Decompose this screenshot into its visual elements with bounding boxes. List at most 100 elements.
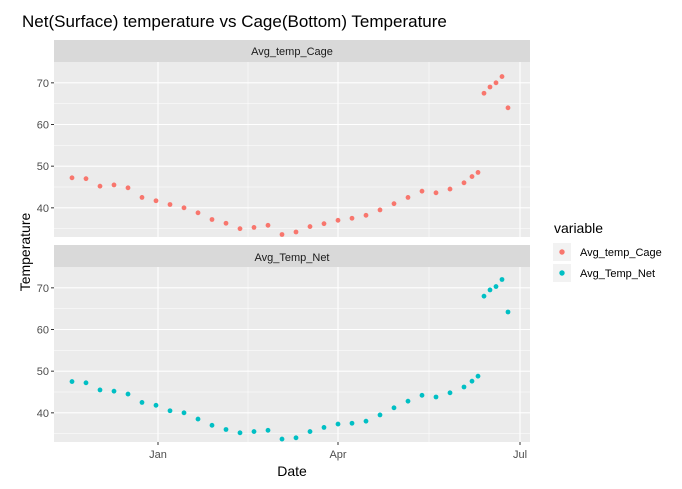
data-point (125, 391, 131, 397)
chart-title: Net(Surface) temperature vs Cage(Bottom)… (22, 12, 447, 31)
facet-y-ticks-2: 40 50 60 70 (37, 283, 54, 420)
data-point (433, 190, 439, 196)
facet-grid-1 (54, 62, 530, 237)
data-point (391, 201, 397, 207)
data-point (279, 232, 285, 237)
data-point (181, 205, 187, 211)
data-point (469, 378, 475, 384)
data-point (153, 402, 159, 408)
y-axis-title: Temperature (17, 212, 33, 291)
legend-title: variable (554, 220, 603, 236)
data-point (181, 410, 187, 416)
facet-y-ticks-1: 40 50 60 70 (37, 78, 54, 215)
data-point (433, 394, 439, 400)
data-point (475, 170, 481, 175)
data-point (493, 80, 499, 86)
data-point (153, 198, 159, 204)
data-point (167, 408, 173, 414)
data-point (505, 309, 511, 315)
x-tick-label: Jul (513, 449, 527, 461)
facet-points-2 (69, 277, 511, 442)
y-tick-label: 60 (37, 325, 49, 337)
data-point (139, 400, 145, 405)
data-point (505, 105, 511, 111)
data-point (195, 210, 201, 216)
data-point (251, 429, 257, 434)
legend-key-cage (559, 249, 565, 255)
data-point (125, 185, 131, 191)
data-point (223, 427, 229, 432)
data-point (405, 398, 411, 404)
facet-points-1 (69, 74, 511, 237)
data-point (195, 416, 201, 422)
data-point (209, 422, 215, 428)
y-tick-label: 70 (37, 283, 49, 295)
data-point (83, 380, 89, 386)
facet-panel-2 (54, 267, 530, 442)
x-axis-title: Date (277, 463, 307, 479)
legend-label-cage: Avg_temp_Cage (580, 247, 662, 259)
legend-label-net: Avg_Temp_Net (580, 268, 655, 280)
facet-strip-label-1: Avg_temp_Cage (251, 46, 333, 58)
data-point (481, 293, 487, 299)
data-point (237, 430, 243, 436)
data-point (223, 220, 229, 226)
data-point (69, 175, 75, 181)
data-point (363, 212, 369, 218)
data-point (419, 188, 425, 194)
data-point (139, 195, 145, 200)
y-tick-label: 50 (37, 161, 49, 173)
legend-key-net (559, 270, 565, 276)
y-tick-label: 70 (37, 78, 49, 90)
data-point (349, 215, 355, 221)
data-point (279, 436, 285, 442)
data-point (265, 427, 271, 433)
data-point (419, 392, 425, 398)
data-point (83, 176, 89, 182)
data-point (321, 425, 327, 430)
facet-strip-2 (54, 245, 530, 267)
data-point (447, 186, 453, 192)
y-tick-label: 40 (37, 408, 49, 420)
data-point (97, 387, 103, 393)
data-point (461, 180, 467, 186)
data-point (481, 90, 487, 96)
data-point (335, 217, 341, 223)
data-point (237, 226, 243, 232)
data-point (167, 202, 173, 207)
y-tick-label: 60 (37, 120, 49, 132)
data-point (293, 229, 299, 235)
data-point (335, 421, 341, 427)
data-point (307, 224, 313, 229)
data-point (97, 183, 103, 189)
y-tick-label: 50 (37, 366, 49, 378)
data-point (307, 429, 313, 434)
data-point (69, 379, 75, 384)
data-point (487, 84, 493, 90)
data-point (209, 217, 215, 222)
data-point (349, 420, 355, 426)
data-point (487, 287, 493, 293)
data-point (499, 277, 505, 282)
x-tick-label: Jan (149, 449, 167, 461)
facet-strip-1 (54, 40, 530, 62)
data-point (293, 435, 299, 441)
data-point (111, 388, 117, 394)
data-point (391, 405, 397, 411)
x-axis-ticks: Jan Apr Jul (149, 442, 527, 461)
data-point (111, 182, 117, 188)
data-point (377, 412, 383, 418)
data-point (251, 225, 257, 230)
x-tick-label: Apr (329, 449, 346, 461)
data-point (499, 74, 505, 79)
facet-grid-2 (54, 267, 530, 442)
facet-strip-label-2: Avg_Temp_Net (254, 252, 329, 264)
data-point (447, 390, 453, 396)
data-point (405, 195, 411, 200)
data-point (363, 418, 369, 424)
data-point (377, 207, 383, 213)
facet-panel-1 (54, 62, 530, 237)
y-tick-label: 40 (37, 203, 49, 215)
data-point (469, 174, 475, 179)
